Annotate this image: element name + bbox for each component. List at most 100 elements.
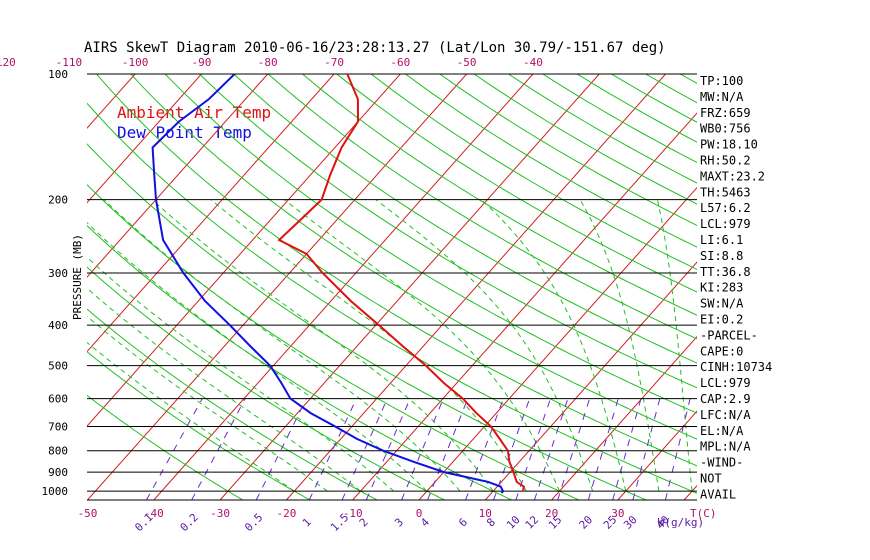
chart-title: AIRS SkewT Diagram 2010-06-16/23:28:13.2… (84, 40, 666, 56)
dry-adiabat-line (87, 183, 580, 500)
mixing-ratio-line (427, 398, 469, 500)
moist-adiabat-line (656, 199, 693, 492)
indices-panel: TP:100 MW:N/A FRZ:659 WB0:756 PW:18.10 RH:50.… (700, 74, 772, 501)
mixing-ratio-line (191, 398, 246, 500)
sounding-series (151, 74, 525, 494)
isotherm-line (87, 74, 136, 129)
bottom-temp-tick-label: -10 (343, 507, 363, 520)
index-line: CINH:10734 (700, 360, 772, 374)
mixing-ratio-tick-label: 20 (577, 513, 596, 532)
mixing-ratio-line (587, 398, 619, 500)
mixing-ratio-tick-label: 3 (392, 516, 406, 530)
dry-adiabat-line (87, 394, 243, 500)
isotherm-line (153, 74, 534, 500)
top-temp-tick-label: -80 (258, 56, 278, 69)
index-line: EL:N/A (700, 424, 744, 438)
dry-adiabat-line (267, 74, 697, 340)
pressure-tick-label: 300 (48, 267, 68, 280)
mixing-ratio-line (632, 398, 661, 500)
mixing-ratio-tick-label: 1 (300, 516, 314, 530)
mixing-ratio-tick-label: 6 (456, 516, 470, 530)
index-line: FRZ:659 (700, 106, 751, 120)
bottom-temp-tick-label: 20 (545, 507, 558, 520)
bottom-temp-tick-label: 30 (611, 507, 624, 520)
dry-adiabat-line (405, 74, 697, 248)
index-line: LCL:979 (700, 376, 751, 390)
isotherm-line (87, 74, 202, 204)
index-line: LI:6.1 (700, 233, 743, 247)
top-temp-tick-label: -110 (56, 56, 83, 69)
mixing-ratio-line (612, 398, 642, 500)
isotherm-line (418, 186, 697, 500)
mixing-ratio-tick-label: 10 (504, 513, 523, 532)
bottom-temp-tick-label: -40 (144, 507, 164, 520)
mixing-ratio-tick-label: 0.2 (178, 511, 201, 534)
legend-dew-point-temp: Dew Point Temp (117, 123, 252, 142)
mixing-ratio-line (557, 398, 591, 500)
pressure-tick-label: 500 (48, 360, 68, 373)
mixing-ratio-line (664, 398, 691, 500)
y-axis-label: PRESSURE (MB) (71, 234, 84, 320)
dry-adiabat-line (233, 74, 697, 364)
index-line: TP:100 (700, 74, 743, 88)
index-line: NOT (700, 472, 722, 486)
bottom-temp-tick-label: -50 (78, 507, 98, 520)
bottom-temp-tick-label: -30 (210, 507, 230, 520)
isotherm-line (751, 74, 870, 500)
isotherm-line (87, 74, 269, 278)
isotherm-line (286, 74, 666, 500)
isotherm-line (551, 335, 697, 500)
legend: Ambient Air Temp Dew Point Temp (117, 103, 271, 142)
dry-adiabat-line (130, 74, 697, 440)
index-line: TH:5463 (700, 185, 751, 199)
mixing-ratio-tick-label: 12 (523, 513, 542, 532)
index-line: CAP:2.9 (700, 392, 751, 406)
top-temp-tick-label: -50 (457, 56, 477, 69)
top-temp-tick-label: -120 (0, 56, 16, 69)
dry-adiabat-line (370, 74, 697, 270)
mixing-ratio-line (401, 398, 444, 500)
mixing-ratio-line (533, 398, 569, 500)
top-temp-tick-label: -90 (192, 56, 212, 69)
moist-adiabat-line (481, 199, 627, 492)
bottom-temp-tick-label: 10 (479, 507, 492, 520)
bottom-temp-tick-label: 0 (416, 507, 423, 520)
dry-adiabat-line (87, 224, 512, 500)
dry-adiabat-line (199, 74, 697, 389)
index-line: MPL:N/A (700, 440, 751, 454)
isotherm-line (219, 74, 600, 500)
legend-ambient-air-temp: Ambient Air Temp (117, 103, 271, 122)
moist-adiabat-line (210, 199, 527, 492)
dew-point-temp-line (151, 74, 505, 494)
isotherm-line (484, 261, 697, 500)
isotherm-line (817, 74, 870, 500)
pressure-tick-label: 100 (48, 68, 68, 81)
moist-adiabat-line (283, 199, 560, 492)
isotherm-line (0, 74, 3, 500)
dry-adiabat-line (336, 74, 697, 293)
moist-adiabat-line (151, 199, 494, 492)
index-line: SI:8.8 (700, 249, 743, 263)
top-temp-tick-label: -60 (390, 56, 410, 69)
index-line: AVAIL (700, 487, 736, 501)
index-line: MAXT:23.2 (700, 169, 765, 183)
index-line: -PARCEL- (700, 328, 758, 342)
mixing-ratio-tick-label: 2 (357, 516, 371, 530)
mixing-ratio-line (341, 398, 388, 500)
index-line: LCL:979 (700, 217, 751, 231)
dry-adiabat-line (164, 74, 697, 414)
mixing-ratio-line (493, 398, 531, 500)
dry-adiabat-line (87, 266, 445, 500)
index-line: SW:N/A (700, 297, 744, 311)
isotherm-line (87, 74, 401, 427)
mixing-ratio-line (365, 398, 411, 500)
index-line: -WIND- (700, 456, 743, 470)
mixing-ratio-tick-label: 4 (418, 515, 432, 529)
isotherm-line (87, 74, 335, 353)
index-line: TT:36.8 (700, 265, 751, 279)
mixing-ratio-line (145, 398, 203, 500)
dry-adiabat-line (473, 74, 697, 205)
isotherm-line (617, 410, 697, 500)
